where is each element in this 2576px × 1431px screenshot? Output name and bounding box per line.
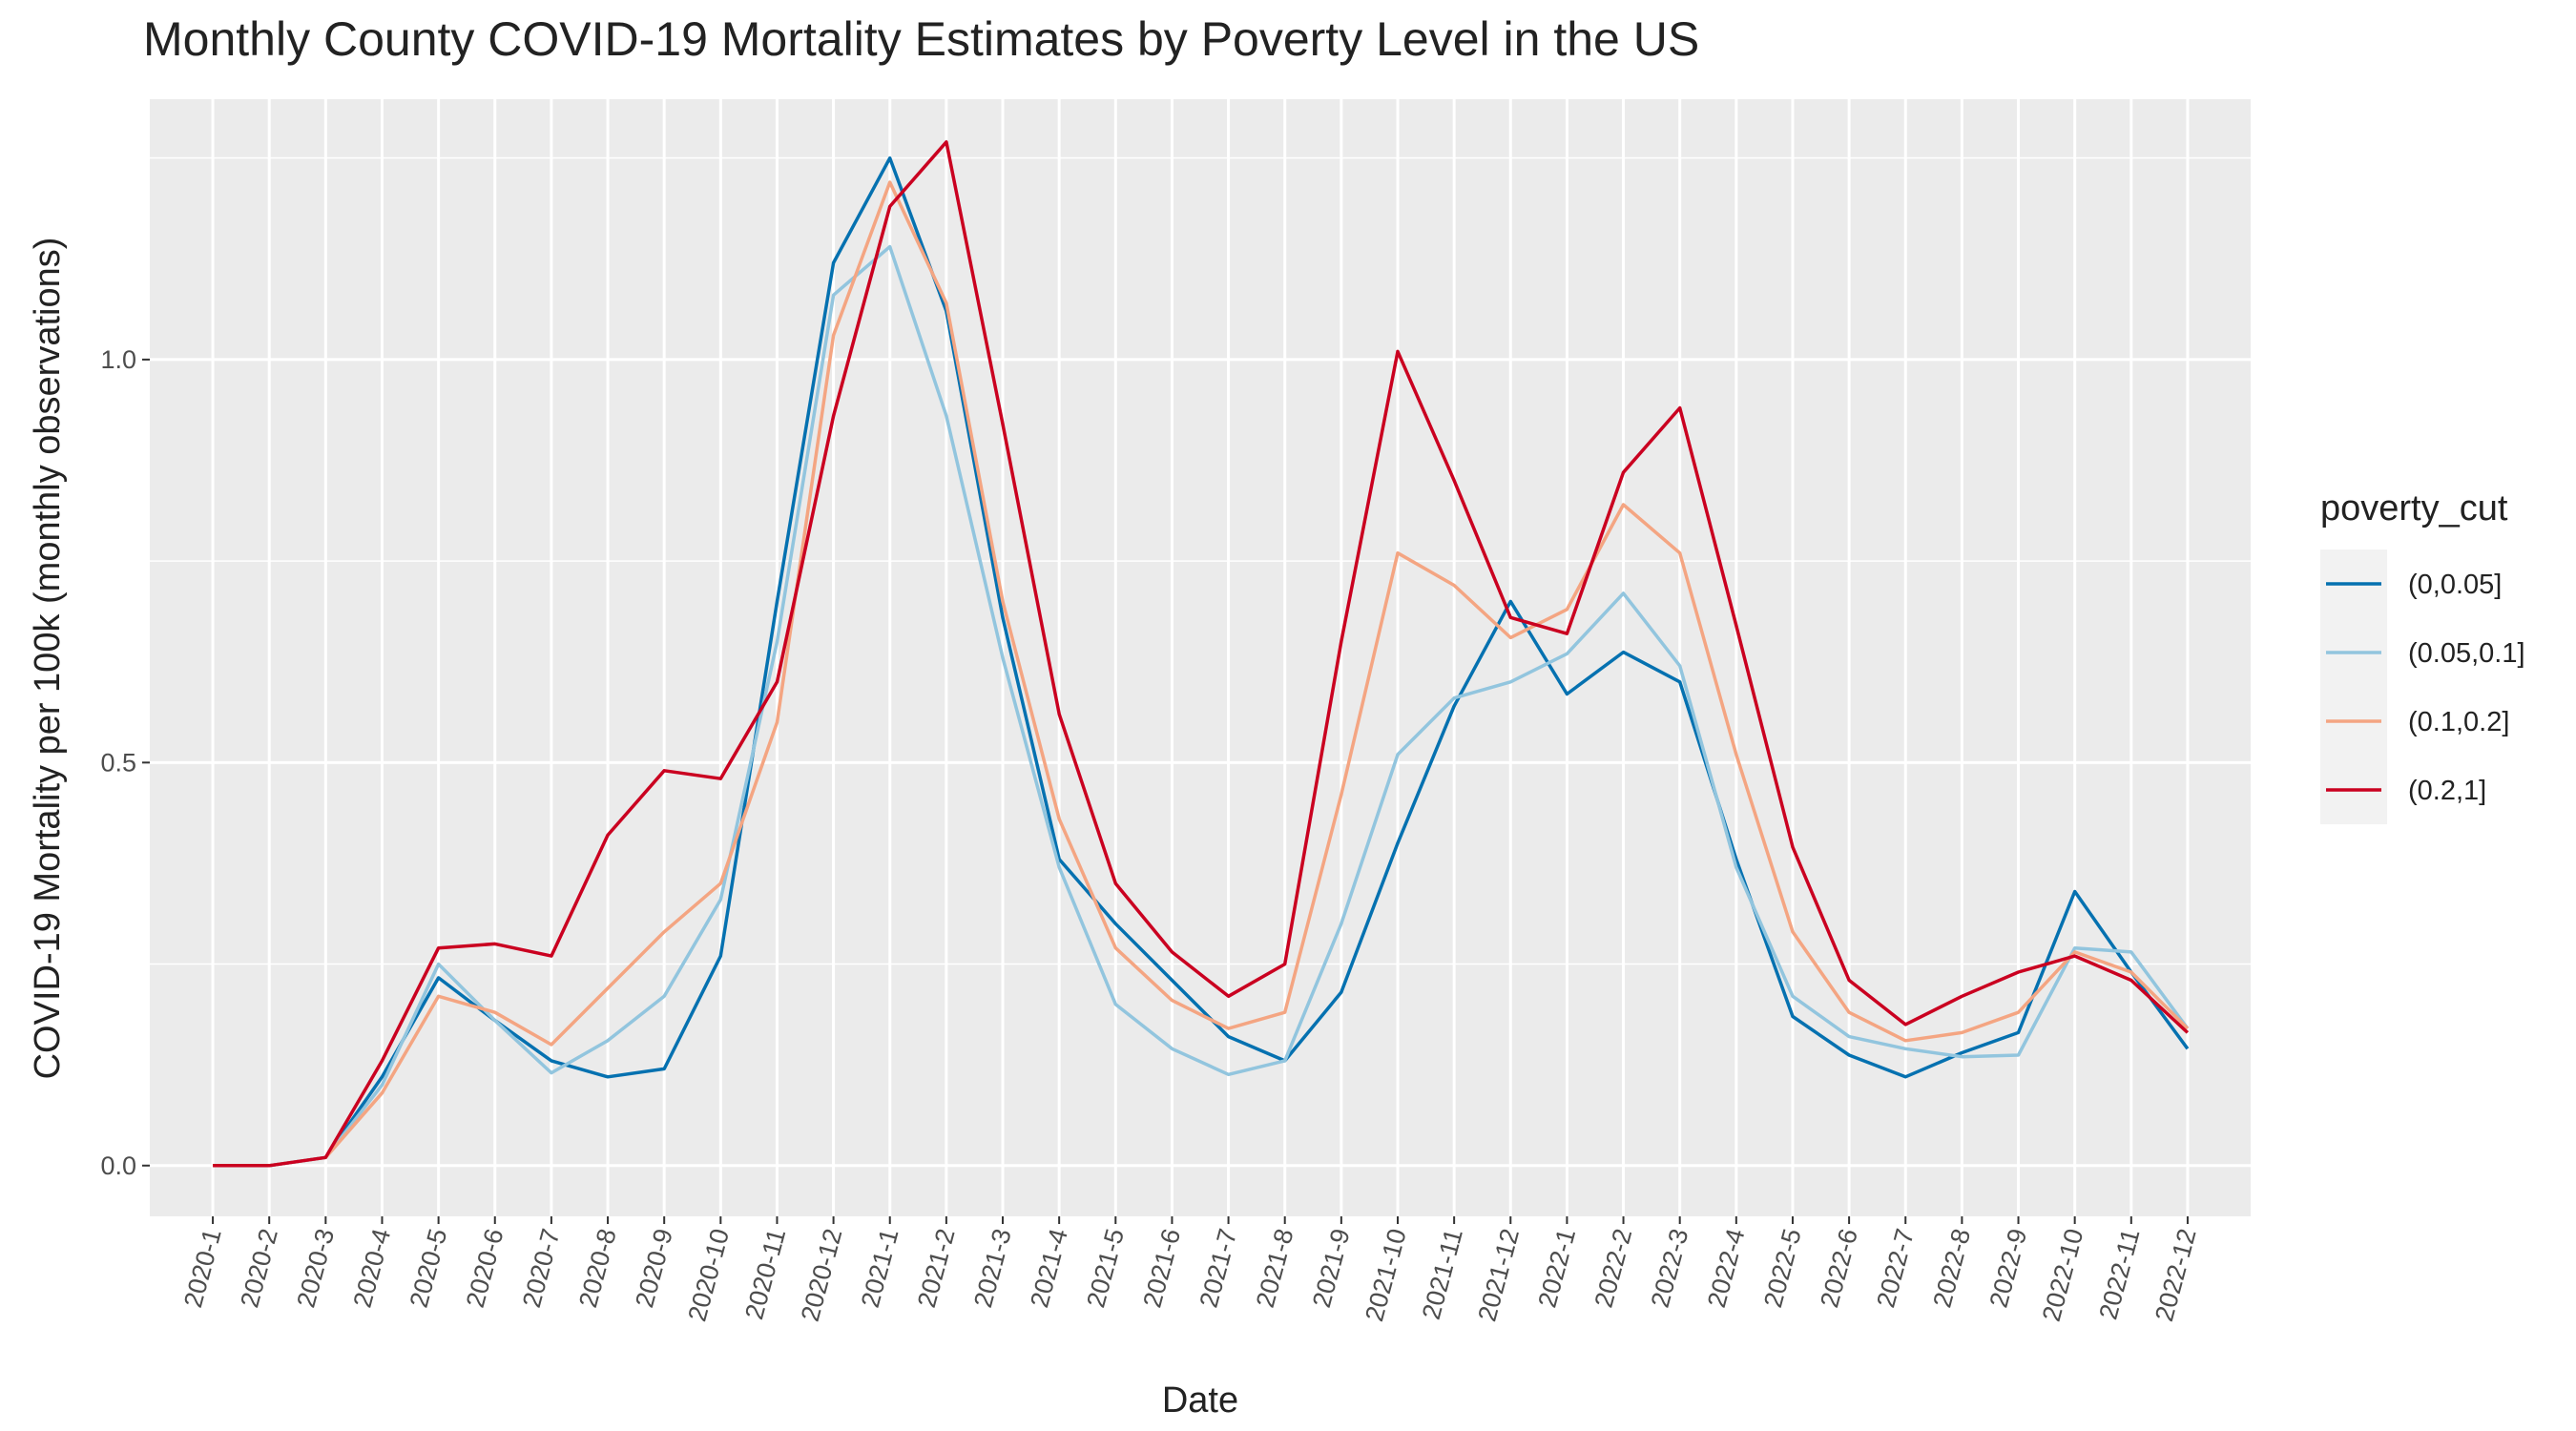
x-tick-label: 2021-8 <box>1251 1226 1299 1311</box>
x-tick-label: 2020-7 <box>517 1226 566 1311</box>
x-tick-label: 2022-5 <box>1758 1226 1807 1311</box>
x-tick-label: 2021-10 <box>1360 1226 1412 1324</box>
x-tick-label: 2020-3 <box>291 1226 340 1311</box>
x-axis-label: Date <box>1162 1380 1238 1421</box>
legend-key-bg <box>2320 550 2387 824</box>
x-tick-label: 2022-3 <box>1646 1226 1694 1311</box>
x-tick-label: 2022-4 <box>1702 1226 1751 1311</box>
x-tick-label: 2021-4 <box>1025 1226 1073 1311</box>
x-tick-label: 2020-12 <box>796 1226 848 1324</box>
x-tick-label: 2021-3 <box>968 1226 1017 1311</box>
legend-label: (0.05,0.1] <box>2408 638 2525 669</box>
x-tick-label: 2020-8 <box>573 1226 622 1311</box>
y-axis-label: COVID-19 Mortality per 100k (monthly obs… <box>28 238 68 1080</box>
legend-label: (0.1,0.2] <box>2408 707 2509 737</box>
x-tick-label: 2021-7 <box>1195 1226 1243 1311</box>
x-tick-label: 2022-7 <box>1871 1226 1920 1311</box>
chart-title: Monthly County COVID-19 Mortality Estima… <box>143 12 1699 66</box>
x-tick-label: 2021-6 <box>1137 1226 1186 1311</box>
y-tick-label: 1.0 <box>100 345 136 374</box>
series-line <box>213 180 2190 1168</box>
x-tick-label: 2022-11 <box>2093 1226 2145 1323</box>
x-tick-label: 2022-12 <box>2150 1226 2202 1324</box>
x-tick-label: 2022-6 <box>1815 1226 1863 1311</box>
x-tick-label: 2020-5 <box>405 1226 453 1311</box>
x-tick-label: 2020-1 <box>178 1226 227 1311</box>
x-tick-label: 2020-10 <box>682 1226 735 1324</box>
x-tick-label: 2022-8 <box>1927 1226 1976 1311</box>
x-tick-label: 2022-10 <box>2037 1226 2089 1324</box>
plot-panel <box>150 99 2251 1216</box>
x-tick-label: 2021-11 <box>1417 1226 1468 1323</box>
x-tick-label: 2021-5 <box>1081 1226 1130 1311</box>
legend-title: poverty_cut <box>2320 488 2508 529</box>
x-tick-label: 2021-9 <box>1307 1226 1356 1311</box>
series-line <box>213 244 2190 1168</box>
x-tick-label: 2021-1 <box>856 1226 904 1311</box>
x-tick-label: 2022-9 <box>1984 1226 2033 1311</box>
y-tick-label: 0.0 <box>100 1151 136 1180</box>
legend-label: (0.2,1] <box>2408 776 2486 806</box>
x-tick-label: 2020-4 <box>348 1226 397 1311</box>
x-tick-label: 2020-11 <box>739 1226 791 1323</box>
x-tick-label: 2020-6 <box>461 1226 509 1311</box>
y-tick-label: 0.5 <box>100 748 136 777</box>
legend-label: (0,0.05] <box>2408 570 2502 600</box>
x-tick-label: 2022-2 <box>1589 1226 1638 1311</box>
x-tick-label: 2021-12 <box>1472 1226 1525 1324</box>
x-tick-label: 2020-2 <box>235 1226 283 1311</box>
x-tick-label: 2020-9 <box>630 1226 678 1311</box>
x-tick-label: 2022-1 <box>1532 1226 1581 1311</box>
series-line <box>213 140 2190 1168</box>
x-tick-label: 2021-2 <box>912 1226 961 1311</box>
series-line <box>213 156 2190 1168</box>
